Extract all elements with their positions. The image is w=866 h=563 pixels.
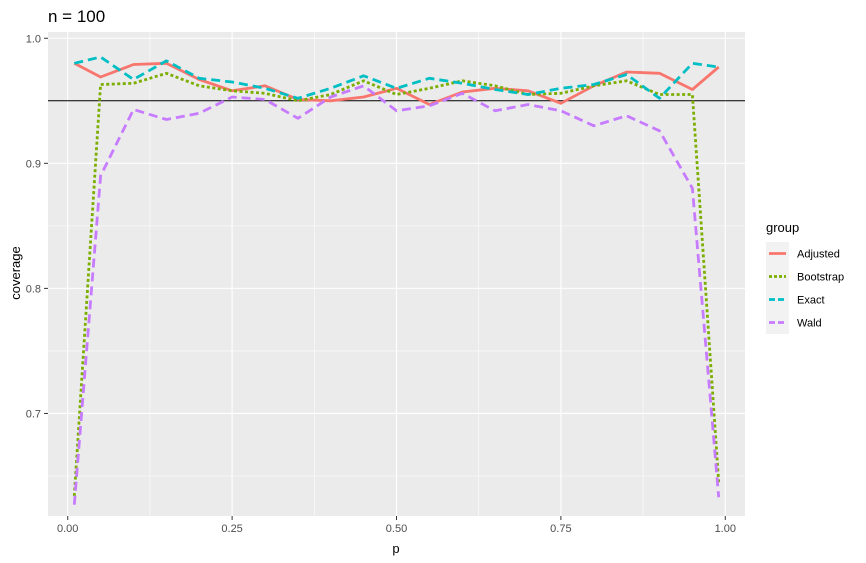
legend-title: group [766, 220, 799, 235]
legend: group Adjusted Bootstrap Exact Wald [766, 220, 844, 334]
series-line-exact [73, 55, 719, 100]
x-axis-title: p [392, 541, 399, 556]
y-tick-label: 0.7 [26, 408, 41, 420]
series-line-bootstrap [72, 71, 721, 497]
y-tick-label: 0.8 [26, 283, 41, 295]
legend-key-wald [766, 311, 789, 334]
legend-label-exact: Exact [797, 295, 825, 307]
x-tick-label: 0.00 [57, 523, 78, 535]
axes: 0.00 0.25 0.50 0.75 1.00 0.7 0.8 0.9 1.0 [26, 33, 736, 535]
x-tick-label: 0.50 [386, 523, 407, 535]
plot-panel [48, 32, 745, 516]
chart-title: n = 100 [48, 7, 105, 26]
x-tick-label: 1.00 [715, 523, 736, 535]
legend-key-exact [766, 288, 789, 311]
x-tick-label: 0.75 [550, 523, 571, 535]
legend-label-bootstrap: Bootstrap [797, 272, 844, 284]
series-line-wald [72, 84, 721, 505]
x-tick-label: 0.25 [221, 523, 242, 535]
legend-key-bootstrap [766, 265, 789, 288]
y-tick-label: 1.0 [26, 33, 41, 45]
legend-label-wald: Wald [797, 318, 822, 330]
series-line-adjusted [73, 61, 720, 106]
y-axis-title: coverage [8, 246, 23, 299]
legend-label-adjusted: Adjusted [797, 249, 840, 261]
y-tick-label: 0.9 [26, 158, 41, 170]
